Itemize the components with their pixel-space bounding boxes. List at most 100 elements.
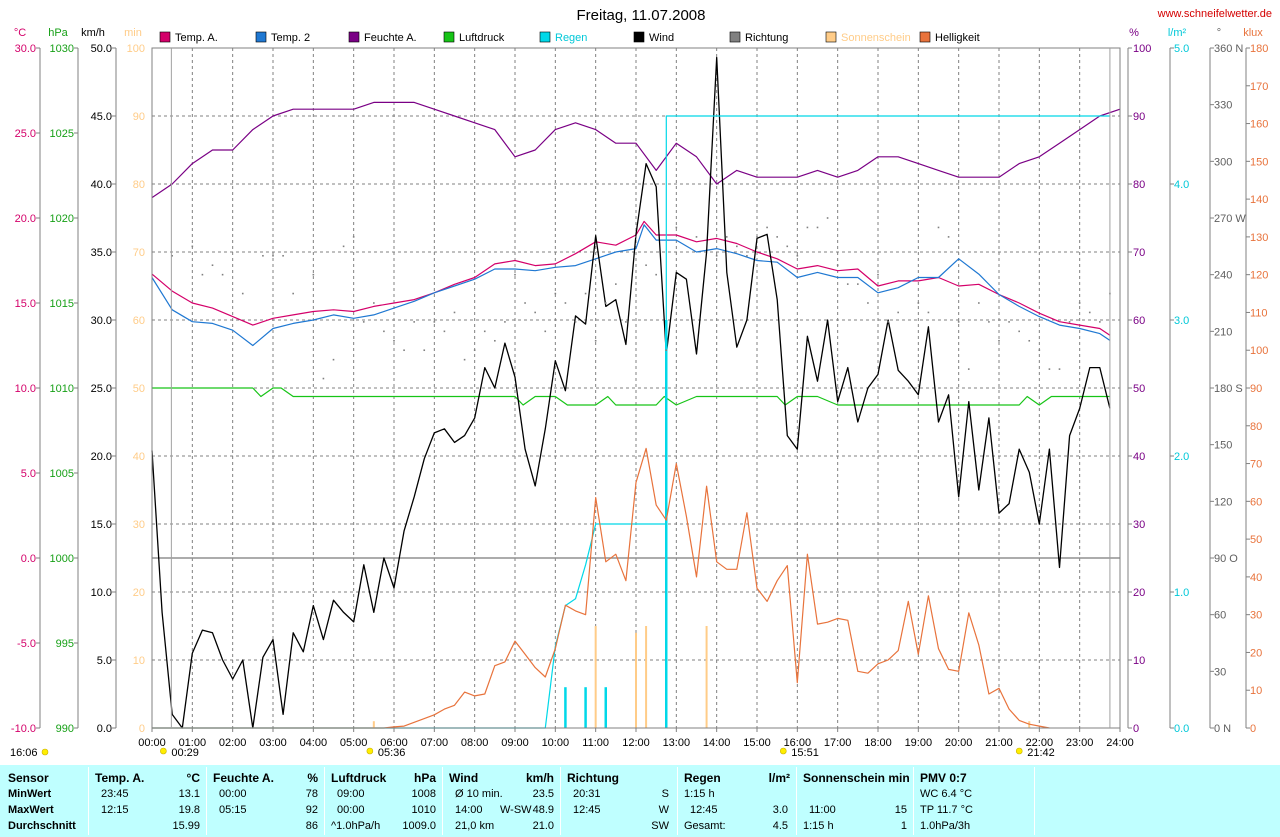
humidity-header: Feuchte A. <box>213 771 274 785</box>
x-tick-label: 16:00 <box>784 737 812 749</box>
sunshine-header: Sonnenschein min <box>803 771 910 785</box>
direction-tick-label: 270 W <box>1214 213 1246 225</box>
direction-point <box>635 236 637 238</box>
sunshine-bar <box>594 626 597 728</box>
direction-point <box>1048 368 1051 370</box>
pressure-trend: ^1.0hPa/h <box>331 820 381 832</box>
x-tick-label: 21:00 <box>985 737 1013 749</box>
legend-swatch <box>255 31 267 43</box>
temp-tick-label: -10.0 <box>11 723 36 735</box>
brightness-tick-label: 80 <box>1250 421 1262 433</box>
wind-avg: 21.0 <box>532 820 554 832</box>
temp-tick-label: 5.0 <box>21 468 36 480</box>
brightness-tick-label: 70 <box>1250 459 1262 471</box>
x-tick-label: 23:00 <box>1066 737 1094 749</box>
direction-point <box>877 273 879 276</box>
unit-label-min: min <box>124 27 142 39</box>
brightness-tick-label: 110 <box>1250 307 1268 319</box>
direction-point <box>483 330 486 333</box>
brightness-tick-label: 10 <box>1250 685 1262 697</box>
wind-max-dir: W-SW <box>500 804 532 816</box>
marker-sun-icon <box>1015 747 1023 755</box>
humidity-min: 78 <box>305 788 318 800</box>
sunshine-avg: 1 <box>900 820 907 832</box>
direction-point <box>927 311 930 314</box>
pressure-tick-label: 995 <box>56 638 74 650</box>
wind-tick-label: 15.0 <box>91 519 112 531</box>
brightness-tick-label: 20 <box>1250 647 1262 659</box>
footer-col-direction: Richtung 20:31 S 12:45 W SW <box>561 765 677 837</box>
marker-sun-icon <box>779 747 787 755</box>
direction-point <box>645 264 647 267</box>
pressure-min-time: 09:00 <box>337 788 365 800</box>
brightness-tick-label: 40 <box>1250 572 1262 584</box>
wind-tick-label: 30.0 <box>91 315 112 327</box>
wind-tick-label: 10.0 <box>91 587 112 599</box>
direction-tick-label: 240 <box>1214 270 1232 282</box>
footer-col-humidity: Feuchte A. % 00:00 78 05:15 92 86 <box>207 765 324 837</box>
direction-point <box>756 236 758 238</box>
temp-max: 19.8 <box>178 804 200 816</box>
pressure-avg: 1009.0 <box>402 820 436 832</box>
direction-point <box>534 311 536 314</box>
direction-point <box>1028 339 1031 342</box>
direction-point <box>1088 311 1091 314</box>
x-tick-label: 12:00 <box>622 737 650 749</box>
sunshine-tick-label: 90 <box>133 111 145 123</box>
legend-swatch <box>159 31 171 43</box>
direction-point <box>594 339 597 342</box>
direction-point <box>554 292 557 295</box>
direction-point <box>383 330 385 333</box>
series-line-1 <box>151 224 1111 347</box>
x-tick-label: 03:00 <box>259 737 287 749</box>
direction-point <box>191 245 194 248</box>
direction-point <box>241 292 244 295</box>
direction-tick-label: 120 <box>1214 496 1232 508</box>
x-tick-label: 15:00 <box>743 737 771 749</box>
rain-bar <box>584 687 587 728</box>
rain-bar <box>564 687 567 728</box>
sunshine-tick-label: 70 <box>133 247 145 259</box>
pmv-dewpoint: TP 11.7 °C <box>920 804 973 816</box>
pressure-tick-label: 1010 <box>50 383 74 395</box>
humidity-tick-label: 90 <box>1133 111 1145 123</box>
direction-point <box>514 273 516 276</box>
direction-point <box>867 302 869 304</box>
direction-point <box>967 368 970 370</box>
x-tick-label: 17:00 <box>824 737 852 749</box>
direction-point <box>816 226 819 229</box>
legend-label: Helligkeit <box>935 32 980 44</box>
unit-label-temp: °C <box>14 27 26 39</box>
site-url[interactable]: www.schneifelwetter.de <box>1157 8 1272 20</box>
legend-swatch <box>729 31 741 43</box>
wind-tick-label: 40.0 <box>91 179 112 191</box>
direction-point <box>846 283 849 285</box>
brightness-tick-label: 120 <box>1250 270 1268 282</box>
direction-point <box>584 292 587 295</box>
x-tick-label: 20:00 <box>945 737 973 749</box>
pressure-max: 1010 <box>411 804 436 816</box>
direction-tick-label: 150 <box>1214 440 1232 452</box>
direction-point <box>887 321 889 323</box>
rain-max-time: 12:45 <box>690 804 718 816</box>
sunshine-tick-label: 10 <box>133 655 145 667</box>
direction-point <box>564 302 567 304</box>
x-tick-label: 02:00 <box>219 737 247 749</box>
direction-point <box>836 264 839 267</box>
direction-point <box>352 236 355 238</box>
direction-point <box>201 273 204 276</box>
rain-tick-label: 0.0 <box>1174 723 1189 735</box>
direction-point <box>988 321 990 323</box>
humidity-tick-label: 100 <box>1133 43 1151 55</box>
rain-tick-label: 2.0 <box>1174 451 1189 463</box>
pressure-tick-label: 1020 <box>50 213 74 225</box>
pressure-tick-label: 990 <box>56 723 74 735</box>
temp-tick-label: 25.0 <box>15 128 36 140</box>
wind-unit: km/h <box>525 771 554 785</box>
direction-point <box>443 330 446 333</box>
unit-label-rain: l/m² <box>1168 27 1187 39</box>
direction-point <box>998 339 1000 342</box>
wind-max-time: 14:00 <box>455 804 483 816</box>
footer-col-sensor: Sensor MinWert MaxWert Durchschnitt <box>0 765 88 837</box>
rain-bar <box>604 687 607 728</box>
